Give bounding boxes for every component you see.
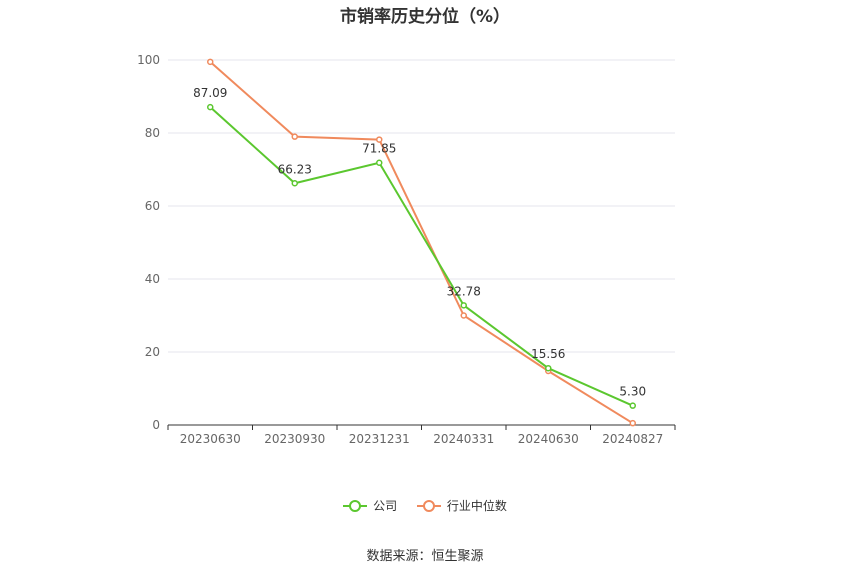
data-point-company <box>291 180 298 187</box>
x-tick-label: 20231231 <box>349 432 410 446</box>
legend-label-industry-median: 行业中位数 <box>446 499 507 513</box>
data-label: 5.30 <box>619 385 646 399</box>
y-tick-label: 40 <box>145 272 160 286</box>
legend-item-company[interactable]: 公司 <box>343 497 397 514</box>
data-label: 15.56 <box>531 347 565 361</box>
data-point-industry-median <box>629 419 636 427</box>
data-source: 数据来源：恒生聚源 <box>366 549 484 564</box>
y-tick-label: 80 <box>145 126 160 140</box>
data-point-company <box>376 159 383 166</box>
y-tick-label: 100 <box>137 53 160 67</box>
legend-swatch-company <box>343 498 368 514</box>
data-label: 32.78 <box>447 284 481 298</box>
data-label: 66.23 <box>278 162 312 176</box>
data-point-industry-median <box>207 58 214 66</box>
y-tick-label: 0 <box>152 418 160 432</box>
data-label: 71.85 <box>362 142 396 156</box>
data-point-company <box>207 103 214 111</box>
data-point-industry-median <box>376 136 383 143</box>
x-tick-label: 20230930 <box>264 432 325 446</box>
data-label: 87.09 <box>193 86 227 100</box>
y-tick-label: 20 <box>145 345 160 359</box>
x-tick-label: 20240827 <box>602 432 663 446</box>
legend-label-company: 公司 <box>373 499 398 513</box>
legend-item-industry-median[interactable]: 行业中位数 <box>416 497 507 514</box>
chart-title: 市销率历史分位（%） <box>339 7 511 27</box>
data-point-industry-median <box>460 312 467 319</box>
data-point-company <box>545 364 552 372</box>
data-point-company <box>629 402 636 409</box>
data-point-industry-median <box>291 133 298 140</box>
x-tick-label: 20240630 <box>518 432 579 446</box>
legend: 公司 行业中位数 <box>0 497 850 517</box>
x-tick-label: 20240331 <box>433 432 494 446</box>
data-point-company <box>460 302 467 309</box>
y-tick-label: 60 <box>145 199 160 213</box>
legend-swatch-industry-median <box>416 498 441 514</box>
series-line-industry-median <box>209 61 634 425</box>
series-line-company <box>209 106 634 407</box>
x-tick-label: 20230630 <box>180 432 241 446</box>
